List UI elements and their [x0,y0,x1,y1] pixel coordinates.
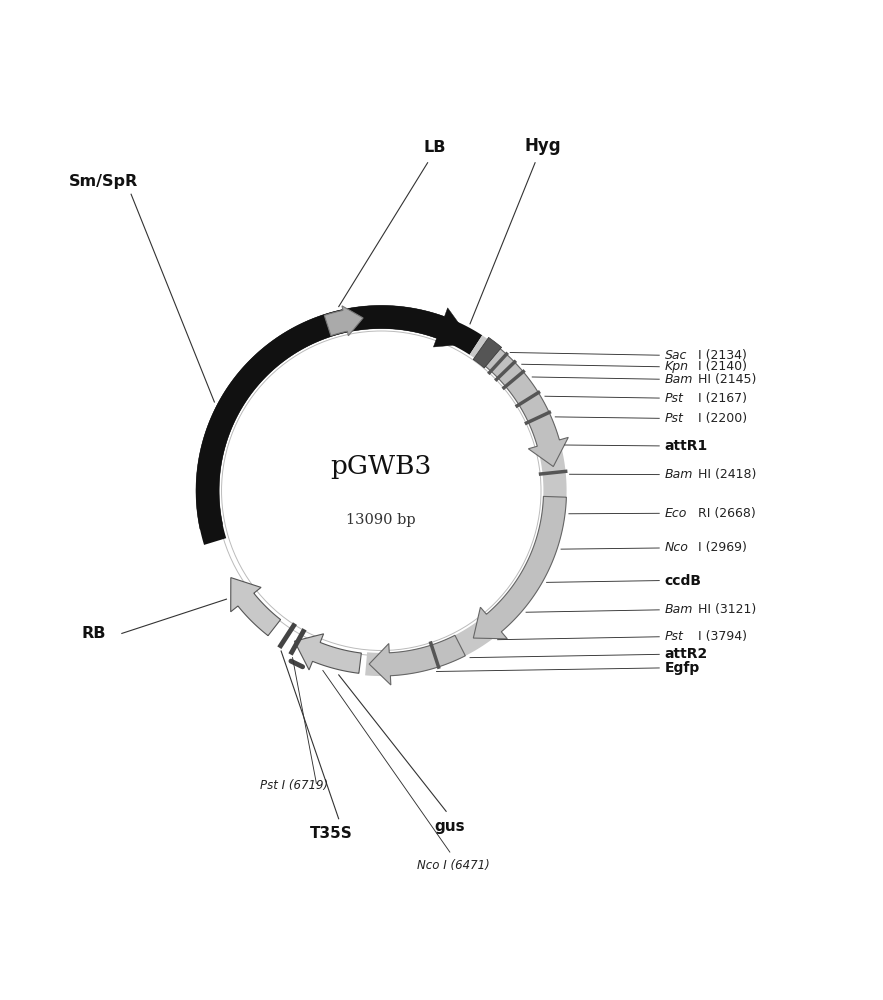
Polygon shape [196,305,473,529]
Text: attR1: attR1 [665,439,708,453]
Polygon shape [473,337,502,368]
Text: RI (2668): RI (2668) [694,507,756,520]
Text: ccdB: ccdB [665,574,702,588]
Text: I (2200): I (2200) [694,412,747,425]
Text: LB: LB [424,140,446,155]
Text: pGWB3: pGWB3 [330,454,432,479]
Text: HI (2145): HI (2145) [694,373,756,386]
Text: Nco: Nco [665,541,689,554]
Polygon shape [324,306,363,336]
Text: I (2140): I (2140) [694,360,747,373]
Text: I (2167): I (2167) [694,392,747,405]
Text: HI (2418): HI (2418) [694,468,756,481]
Text: 13090 bp: 13090 bp [346,513,416,527]
Polygon shape [473,496,566,639]
Text: Sm/SpR: Sm/SpR [69,174,138,189]
Text: Pst: Pst [665,412,683,425]
Text: Pst I (6719): Pst I (6719) [260,779,328,792]
Text: RB: RB [82,626,106,641]
Text: Sac: Sac [665,349,687,362]
Polygon shape [294,634,361,673]
Polygon shape [230,578,281,636]
Text: Nco I (6471): Nco I (6471) [417,859,490,872]
Polygon shape [481,345,569,467]
Text: Pst: Pst [665,392,683,405]
Text: gus: gus [434,819,465,834]
Text: I (2969): I (2969) [694,541,747,554]
Text: Kpn: Kpn [665,360,689,373]
Text: Hyg: Hyg [525,137,561,155]
Text: Eco: Eco [665,507,687,520]
Text: I (2134): I (2134) [694,349,747,362]
Text: Bam: Bam [665,603,693,616]
Polygon shape [369,635,465,685]
Text: Bam: Bam [665,373,693,386]
Text: Bam: Bam [665,468,693,481]
Text: T35S: T35S [310,826,352,841]
Polygon shape [196,305,482,545]
Text: HI (3121): HI (3121) [694,603,756,616]
Text: Pst: Pst [665,630,683,643]
Text: I (3794): I (3794) [694,630,747,643]
Polygon shape [366,335,567,676]
Text: Egfp: Egfp [665,661,700,675]
Text: attR2: attR2 [665,647,708,661]
